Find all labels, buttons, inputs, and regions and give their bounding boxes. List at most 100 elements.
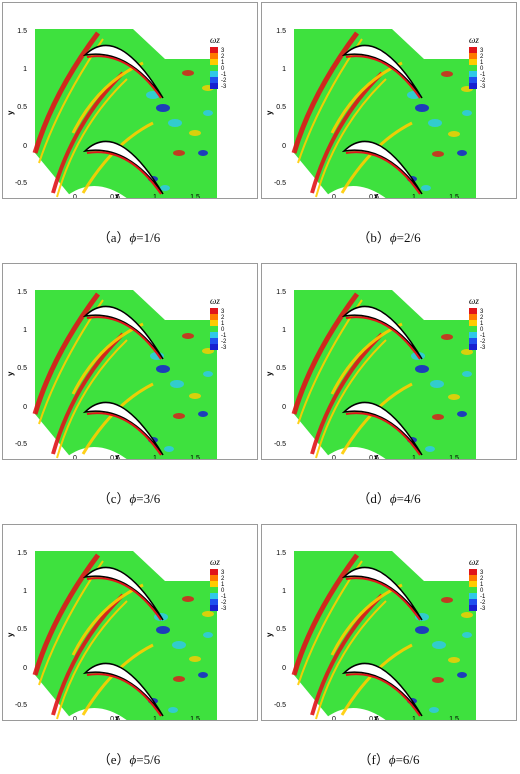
vortex-negative	[203, 632, 213, 638]
colorbar-tick: 3	[221, 570, 225, 576]
vortex-positive	[189, 393, 201, 399]
vorticity-streak	[32, 31, 101, 154]
x-axis-label: x	[374, 453, 379, 460]
turbine-blade	[341, 44, 423, 99]
vortex-positive	[432, 151, 444, 157]
vortex-negative	[415, 626, 429, 634]
y-tick-label: -0.5	[274, 441, 286, 448]
blade-pressure-side	[345, 577, 421, 621]
turbine-blade	[341, 566, 423, 621]
colorbar-swatch	[469, 593, 477, 599]
x-tick-label: 1	[153, 455, 157, 460]
outside-region	[323, 186, 386, 198]
colorbar-tick: -2	[480, 600, 486, 606]
turbine-blade	[341, 401, 423, 456]
colorbar-swatch	[210, 344, 218, 350]
colorbar-tick: -1	[480, 72, 486, 78]
colorbar-tick: 1	[480, 582, 484, 588]
vortex-negative	[198, 411, 208, 417]
colorbar-swatch	[210, 593, 218, 599]
y-tick-label: 0	[282, 404, 286, 411]
panel-f: ωz 3 2 1 0 -1 -2 -3 1.5 1 0.5 0 -0.5 0 0.5 1 1.5 x y	[261, 524, 517, 721]
colorbar-tick: -1	[480, 333, 486, 339]
vortex-negative	[462, 632, 472, 638]
colorbar-tick: -3	[480, 84, 486, 90]
vortex-positive	[441, 71, 453, 77]
colorbar-swatch	[210, 320, 218, 326]
blade-pressure-side	[86, 577, 162, 621]
colorbar-swatch	[469, 77, 477, 83]
colorbar-swatch	[210, 314, 218, 320]
colorbar-swatch	[210, 83, 218, 89]
blade-pressure-side	[345, 151, 421, 195]
vorticity-streak	[310, 593, 384, 716]
vortex-negative	[172, 641, 186, 649]
vorticity-streak	[32, 553, 101, 676]
vortex-positive	[173, 413, 185, 419]
y-tick-label: 0.5	[276, 365, 286, 372]
vortex-positive	[173, 150, 185, 156]
y-tick-label: 0.5	[276, 626, 286, 633]
panel-d: ωz 3 2 1 0 -1 -2 -3 1.5 1 0.5 0 -0.5 0 0.5 1 1.5 x y	[261, 263, 517, 460]
colorbar-tick: 0	[221, 66, 225, 72]
flow-field	[294, 551, 476, 720]
colorbar-swatch	[210, 569, 218, 575]
colorbar-swatch	[210, 77, 218, 83]
turbine-blade	[82, 44, 164, 99]
colorbar-tick: 2	[480, 315, 484, 321]
vortex-negative	[425, 446, 435, 452]
colorbar-title: ωz	[469, 557, 479, 567]
x-tick-label: 0.5	[369, 194, 379, 199]
vorticity-streak	[56, 600, 128, 720]
vortex-negative	[156, 365, 170, 373]
x-tick-label: 0.5	[369, 716, 379, 721]
y-axis-label: y	[6, 632, 15, 637]
x-tick-label: 0.5	[110, 194, 120, 199]
blade-pressure-side	[86, 412, 162, 456]
colorbar-swatch	[210, 332, 218, 338]
caption-a: （a）ϕ=1/6	[97, 230, 161, 245]
vortex-negative	[429, 707, 439, 713]
y-tick-label: 1.5	[17, 28, 27, 35]
colorbar-tick: 0	[480, 66, 484, 72]
vortex-positive	[441, 334, 453, 340]
outside-region	[294, 153, 332, 198]
colorbar-swatch	[469, 575, 477, 581]
caption-e: （e）ϕ=5/6	[97, 752, 161, 767]
x-axis-label: x	[115, 192, 120, 199]
colorbar-tick: 1	[221, 321, 225, 327]
colorbar-tick: 3	[480, 309, 484, 315]
vorticity-streak	[56, 339, 128, 459]
vortex-negative	[430, 380, 444, 388]
turbine-blade	[82, 140, 164, 195]
colorbar-swatch	[210, 575, 218, 581]
vorticity-streak	[315, 600, 387, 720]
y-tick-label: 0.5	[17, 626, 27, 633]
x-tick-label: 1	[153, 716, 157, 721]
vortex-positive	[182, 70, 194, 76]
colorbar-tick: -2	[221, 600, 227, 606]
vorticity-streak	[315, 339, 387, 459]
flow-field	[294, 29, 476, 198]
x-tick-label: 0.5	[369, 455, 379, 460]
colorbar-swatch	[210, 599, 218, 605]
vortex-positive	[441, 597, 453, 603]
x-tick-label: 1	[412, 716, 416, 721]
colorbar-tick: 0	[221, 327, 225, 333]
vorticity-streak	[291, 553, 360, 676]
y-tick-label: 1	[282, 588, 286, 595]
colorbar-tick: -3	[221, 606, 227, 612]
blade-pressure-side	[86, 151, 162, 195]
vortex-positive	[202, 611, 214, 617]
colorbar-swatch	[210, 587, 218, 593]
y-axis-label: y	[265, 632, 274, 637]
colorbar-tick: 2	[221, 315, 225, 321]
vorticity-streak	[51, 332, 125, 455]
y-axis-label: y	[6, 110, 15, 115]
colorbar-swatch	[469, 320, 477, 326]
turbine-blade	[341, 305, 423, 360]
turbine-blade	[82, 566, 164, 621]
colorbar-tick: 1	[221, 60, 225, 66]
